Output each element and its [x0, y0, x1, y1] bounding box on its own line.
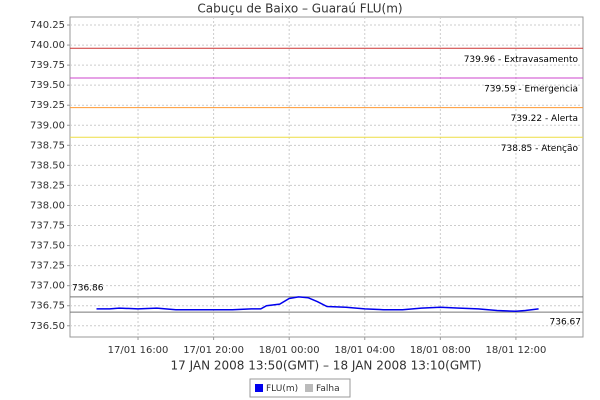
x-tick-label: 18/01 04:00 [334, 345, 395, 356]
y-tick-label: 736.50 [30, 321, 65, 332]
y-tick-label: 738.00 [30, 200, 65, 211]
y-tick-label: 740.00 [30, 40, 65, 51]
x-tick-label: 18/01 12:00 [486, 345, 547, 356]
y-tick-label: 739.75 [30, 60, 65, 71]
marker-label: 736.67 [550, 318, 582, 328]
legend-label: FLU(m) [266, 384, 298, 394]
marker-label: 736.86 [72, 283, 104, 293]
y-tick-label: 739.25 [30, 100, 65, 111]
x-axis-label: 17 JAN 2008 13:50(GMT) – 18 JAN 2008 13:… [170, 359, 481, 373]
legend-box [249, 378, 351, 398]
threshold-label: 739.59 - Emergencia [484, 84, 578, 94]
legend-swatch [305, 384, 313, 392]
x-tick-label: 17/01 20:00 [183, 345, 244, 356]
x-tick-label: 18/01 00:00 [259, 345, 320, 356]
threshold-label: 738.85 - Atenção [501, 144, 579, 154]
threshold-label: 739.96 - Extravasamento [464, 55, 579, 65]
plot-area [69, 16, 584, 338]
threshold-label: 739.22 - Alerta [511, 114, 578, 124]
y-tick-label: 738.75 [30, 140, 65, 151]
y-tick-label: 739.50 [30, 80, 65, 91]
y-tick-label: 739.00 [30, 120, 65, 131]
y-tick-label: 740.25 [30, 20, 65, 31]
x-tick-label: 17/01 16:00 [108, 345, 169, 356]
y-tick-label: 737.50 [30, 241, 65, 252]
y-tick-label: 737.00 [30, 281, 65, 292]
y-tick-label: 737.25 [30, 261, 65, 272]
legend-swatch [255, 384, 263, 392]
x-tick-label: 18/01 08:00 [410, 345, 471, 356]
y-tick-label: 738.25 [30, 180, 65, 191]
chart-title: Cabuçu de Baixo – Guaraú FLU(m) [197, 2, 402, 16]
data-line [96, 296, 539, 313]
y-tick-label: 738.50 [30, 160, 65, 171]
y-tick-label: 736.75 [30, 301, 65, 312]
y-tick-label: 737.75 [30, 221, 65, 232]
legend-label: Falha [316, 384, 340, 394]
